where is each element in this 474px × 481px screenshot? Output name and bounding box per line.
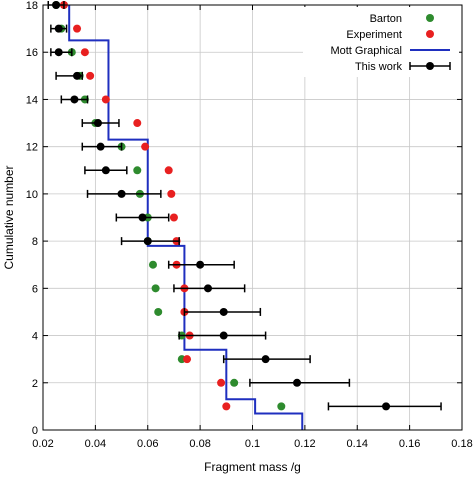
y-tick-label: 12: [26, 142, 38, 154]
x-axis-title: Fragment mass /g: [204, 460, 301, 474]
x-tick-label: 0.02: [32, 438, 53, 450]
experiment-point: [169, 213, 178, 222]
this-work-point: [219, 331, 228, 340]
y-tick-label: 8: [32, 236, 38, 248]
legend-label: Experiment: [346, 29, 402, 41]
this-work-point: [73, 71, 82, 80]
this-work-point: [293, 378, 302, 387]
y-tick-label: 14: [26, 94, 38, 106]
y-tick-label: 4: [32, 331, 38, 343]
legend-marker: [426, 14, 434, 22]
legend-marker: [426, 62, 434, 70]
experiment-point: [164, 166, 173, 175]
barton-point: [151, 284, 160, 293]
experiment-point: [86, 71, 95, 80]
barton-point: [133, 166, 142, 175]
barton-point: [277, 402, 286, 411]
experiment-point: [217, 378, 226, 387]
x-tick-label: 0.04: [85, 438, 106, 450]
experiment-point: [101, 95, 110, 104]
experiment-point: [183, 355, 192, 364]
this-work-point: [54, 24, 63, 33]
legend: Barton Experiment Mott Graphical This work: [303, 7, 459, 77]
x-tick-label: 0.1: [245, 438, 260, 450]
barton-point: [154, 307, 163, 316]
x-tick-label: 0.12: [294, 438, 315, 450]
x-tick-label: 0.16: [399, 438, 420, 450]
this-work-point: [93, 119, 102, 128]
legend-marker: [426, 30, 434, 38]
this-work-point: [54, 48, 63, 57]
this-work-point: [382, 402, 391, 411]
barton-point: [148, 260, 157, 269]
this-work-point: [70, 95, 79, 104]
y-tick-label: 18: [26, 0, 38, 12]
experiment-point: [222, 402, 231, 411]
y-tick-label: 16: [26, 47, 38, 59]
legend-label: This work: [355, 61, 403, 73]
this-work-point: [101, 166, 110, 175]
experiment-point: [141, 142, 150, 151]
this-work-point: [261, 355, 270, 364]
this-work-point: [196, 260, 205, 269]
this-work-point: [138, 213, 147, 222]
experiment-point: [73, 24, 82, 33]
tick-layer: 0.02 0.04 0.06 0.08 0.1 0.12 0.14 0.16 0.18 0 2 4 6 8…: [26, 0, 473, 450]
this-work-point: [203, 284, 212, 293]
this-work-point: [143, 237, 152, 246]
this-work-point: [117, 189, 126, 198]
this-work-point: [96, 142, 105, 151]
y-tick-label: 10: [26, 189, 38, 201]
y-axis-title: Cumulative number: [2, 165, 16, 269]
experiment-point: [133, 119, 142, 128]
x-tick-label: 0.18: [451, 438, 472, 450]
this-work-point: [219, 307, 228, 316]
x-tick-label: 0.14: [347, 438, 368, 450]
y-tick-label: 6: [32, 283, 38, 295]
x-tick-label: 0.06: [137, 438, 158, 450]
experiment-point: [167, 189, 176, 198]
barton-point: [230, 378, 239, 387]
legend-label: Barton: [370, 13, 402, 25]
y-tick-label: 0: [32, 425, 38, 437]
mott-graphical-line: [68, 5, 304, 430]
x-tick-label: 0.08: [189, 438, 210, 450]
legend-label: Mott Graphical: [330, 45, 402, 57]
y-tick-label: 2: [32, 378, 38, 390]
experiment-point: [80, 48, 89, 57]
